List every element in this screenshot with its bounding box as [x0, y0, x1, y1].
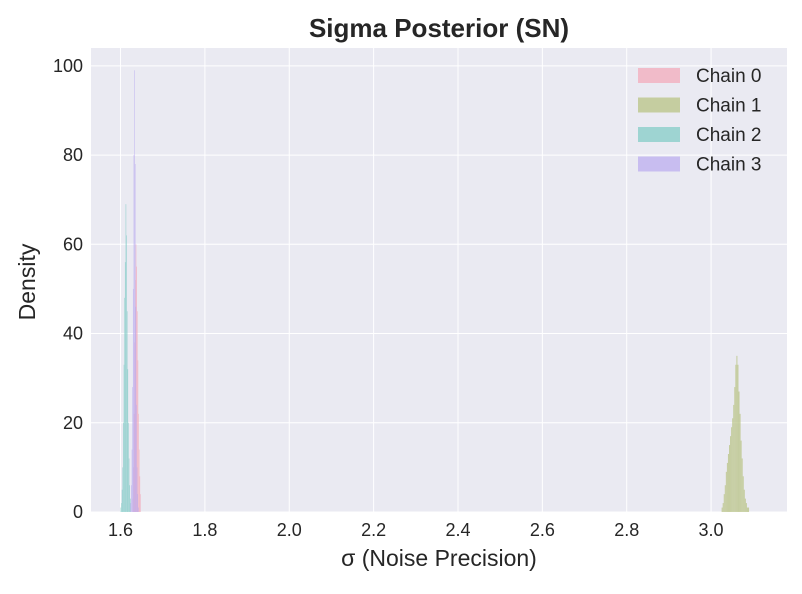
histogram-bar [130, 498, 131, 512]
histogram-bar [129, 485, 131, 512]
histogram-bar [737, 364, 739, 512]
y-tick-label: 100 [53, 56, 83, 76]
histogram-bar [120, 507, 122, 512]
histogram-bar [733, 404, 735, 512]
x-tick-label: 1.6 [108, 520, 133, 540]
histogram-bar [136, 404, 137, 512]
histogram-bar [137, 360, 139, 512]
x-tick-label: 3.0 [699, 520, 724, 540]
histogram-bar [124, 297, 125, 512]
histogram-bar [729, 445, 731, 512]
histogram-bar [123, 422, 124, 512]
histogram-bar [727, 454, 729, 512]
plot-area [91, 48, 787, 512]
histogram-bar [136, 467, 138, 512]
y-axis-ticks: 0 20 40 60 80 100 [53, 56, 83, 522]
histogram-bar [745, 503, 747, 512]
histogram-bar [738, 391, 740, 512]
histogram-bar [126, 311, 128, 512]
legend-label: Chain 2 [696, 125, 762, 146]
histogram-bar [139, 476, 141, 512]
histogram-bar [134, 164, 136, 512]
y-axis-label: Density [14, 243, 40, 320]
histogram-bar [138, 507, 139, 512]
histogram-bar [127, 369, 129, 512]
x-axis-label: σ (Noise Precision) [341, 545, 537, 571]
histogram-bar [135, 306, 137, 512]
histogram-bar [128, 458, 130, 512]
histogram-bar [726, 462, 728, 512]
histogram-bar [136, 266, 137, 512]
legend-label: Chain 3 [696, 155, 762, 176]
histogram-bar [744, 498, 746, 512]
histogram-bar [137, 494, 139, 512]
histogram-bar [724, 485, 726, 512]
histogram-bar [721, 507, 723, 512]
histogram-bar [134, 70, 135, 513]
histogram-bar [126, 235, 127, 512]
histogram-bar [131, 449, 133, 512]
legend-label: Chain 0 [696, 66, 762, 87]
histogram-bar [128, 422, 129, 512]
histogram-bar [121, 489, 123, 512]
histogram-bar [130, 503, 132, 512]
histogram-bar [746, 507, 748, 512]
histogram-bar [121, 503, 122, 512]
legend: Chain 0 Chain 1 Chain 2 Chain 3 [638, 66, 762, 176]
series-1-bars [721, 355, 750, 512]
histogram-bar [131, 485, 132, 512]
y-tick-label: 80 [63, 145, 83, 165]
y-tick-label: 40 [63, 324, 83, 344]
chart-title: Sigma Posterior (SN) [309, 13, 569, 43]
histogram-bars [120, 70, 750, 513]
series-3-bars [130, 70, 139, 513]
legend-swatch [638, 156, 680, 172]
histogram-bar [132, 387, 133, 512]
histogram-bar [125, 204, 127, 512]
histogram-bar [730, 436, 732, 512]
histogram-bar [722, 503, 724, 512]
y-tick-label: 0 [73, 502, 83, 522]
y-tick-label: 60 [63, 234, 83, 254]
legend-swatch [638, 68, 680, 83]
histogram-bar [132, 288, 134, 512]
legend-swatch [638, 97, 680, 113]
x-tick-label: 2.6 [530, 520, 555, 540]
histogram-bar [140, 494, 141, 512]
y-tick-label: 20 [63, 413, 83, 433]
histogram-bar [740, 440, 742, 512]
series-2-bars [120, 204, 131, 512]
grid-lines [91, 48, 787, 513]
legend-label: Chain 1 [696, 96, 762, 117]
histogram-bar [122, 467, 124, 512]
x-tick-label: 2.0 [277, 520, 302, 540]
histogram-bar [723, 494, 725, 512]
histogram-bar [138, 413, 139, 512]
histogram-bar [136, 311, 138, 512]
x-tick-label: 2.4 [445, 520, 470, 540]
histogram-bar [732, 418, 734, 512]
x-tick-label: 1.8 [192, 520, 217, 540]
histogram-bar [124, 262, 126, 512]
legend-swatch [638, 127, 680, 142]
x-axis-ticks: 1.6 1.8 2.0 2.2 2.4 2.6 2.8 3.0 [108, 520, 724, 540]
histogram-bar [731, 427, 733, 512]
histogram-bar [736, 355, 738, 512]
histogram-bar [138, 449, 140, 512]
x-tick-label: 2.8 [614, 520, 639, 540]
histogram-bar [741, 458, 743, 512]
histogram-bar [743, 489, 745, 512]
x-tick-label: 2.2 [361, 520, 386, 540]
histogram-bar [747, 507, 750, 512]
histogram-bar [739, 413, 741, 512]
histogram-bar [735, 364, 737, 512]
histogram-bar [133, 155, 135, 513]
histogram-bar [742, 476, 744, 512]
histogram-bar [734, 387, 736, 512]
histogram-bar [725, 471, 727, 512]
histogram-bar [123, 364, 125, 512]
